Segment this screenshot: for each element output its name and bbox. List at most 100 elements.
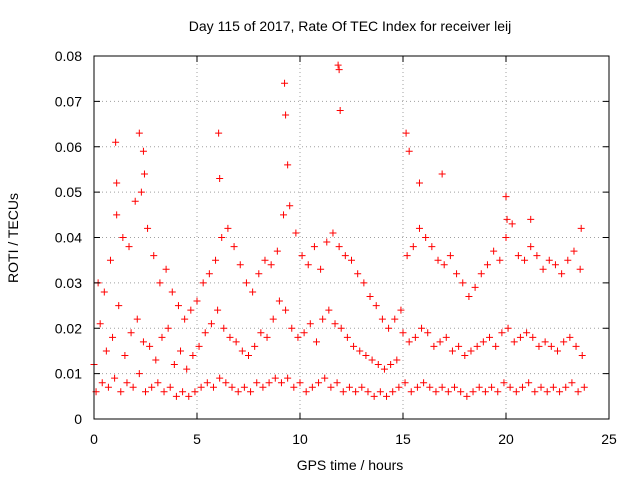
data-point <box>444 388 452 396</box>
data-point <box>556 388 564 396</box>
data-point <box>566 333 574 341</box>
data-point <box>304 261 312 269</box>
data-point <box>140 170 148 178</box>
data-point <box>496 256 504 264</box>
x-tick-label: 25 <box>601 431 617 447</box>
data-point <box>162 265 170 273</box>
data-point <box>172 392 180 400</box>
data-point <box>127 329 135 337</box>
y-axis-label: ROTI / TECUs <box>5 193 21 283</box>
y-tick-label: 0.06 <box>55 139 82 155</box>
data-point <box>273 247 281 255</box>
data-point <box>436 338 444 346</box>
data-point <box>135 370 143 378</box>
data-point <box>350 342 358 350</box>
data-point <box>125 243 133 251</box>
data-point <box>564 256 572 264</box>
data-point <box>498 329 506 337</box>
data-point <box>580 383 588 391</box>
data-point <box>154 379 162 387</box>
data-point <box>543 388 551 396</box>
data-point <box>335 243 343 251</box>
y-tick-label: 0.01 <box>55 366 82 382</box>
data-point <box>255 270 263 278</box>
data-point <box>331 320 339 328</box>
data-point <box>446 252 454 260</box>
data-point <box>199 279 207 287</box>
data-point <box>486 333 494 341</box>
data-point <box>137 188 145 196</box>
data-point <box>119 234 127 241</box>
data-point <box>228 383 236 391</box>
data-point <box>177 347 185 355</box>
data-point <box>277 379 285 387</box>
data-point <box>112 138 120 146</box>
data-point <box>494 388 502 396</box>
data-point <box>370 392 378 400</box>
data-point <box>395 383 403 391</box>
data-point <box>341 252 349 260</box>
data-point <box>405 147 413 155</box>
data-point <box>288 324 296 332</box>
data-point <box>574 388 582 396</box>
data-point <box>570 247 578 255</box>
data-point <box>113 211 121 219</box>
data-point <box>380 365 388 373</box>
data-point <box>236 261 244 269</box>
data-point <box>321 374 329 382</box>
data-point <box>302 388 310 396</box>
data-point <box>100 288 108 296</box>
data-point <box>508 220 516 228</box>
grid <box>94 56 609 419</box>
data-point <box>300 329 308 337</box>
data-point <box>238 347 246 355</box>
data-point <box>164 324 172 332</box>
data-point <box>374 361 382 369</box>
data-point <box>197 383 205 391</box>
data-point <box>403 252 411 260</box>
data-point <box>483 261 491 269</box>
data-point <box>102 347 110 355</box>
data-point <box>257 329 265 337</box>
x-tick-label: 20 <box>498 431 514 447</box>
data-point <box>481 388 489 396</box>
data-point <box>195 342 203 350</box>
data-point <box>502 234 510 241</box>
data-point <box>376 388 384 396</box>
data-point <box>545 256 553 264</box>
data-point <box>428 243 436 251</box>
x-axis-label: GPS time / hours <box>297 457 404 473</box>
data-point <box>179 388 187 396</box>
data-point <box>473 342 481 350</box>
data-point <box>378 315 386 323</box>
data-point <box>551 261 559 269</box>
data-point <box>539 265 547 273</box>
data-point <box>407 388 415 396</box>
data-point <box>160 388 168 396</box>
data-point <box>356 347 364 355</box>
data-point <box>492 342 500 350</box>
data-point <box>535 342 543 350</box>
data-point <box>506 383 514 391</box>
data-point <box>325 306 333 314</box>
data-point <box>337 324 345 332</box>
data-point <box>503 215 511 223</box>
data-point <box>438 170 446 178</box>
data-point <box>405 338 413 346</box>
data-point <box>430 342 438 350</box>
data-point <box>292 229 300 237</box>
data-point <box>312 338 320 346</box>
data-point <box>504 324 512 332</box>
data-point <box>442 333 450 341</box>
data-point <box>514 252 522 260</box>
data-point <box>500 379 508 387</box>
data-point <box>187 306 195 314</box>
data-point <box>562 383 570 391</box>
data-point <box>409 243 417 251</box>
data-point <box>360 279 368 287</box>
data-point <box>201 329 209 337</box>
data-point <box>205 270 213 278</box>
data-point <box>572 342 580 350</box>
data-point <box>541 338 549 346</box>
data-point <box>259 383 267 391</box>
